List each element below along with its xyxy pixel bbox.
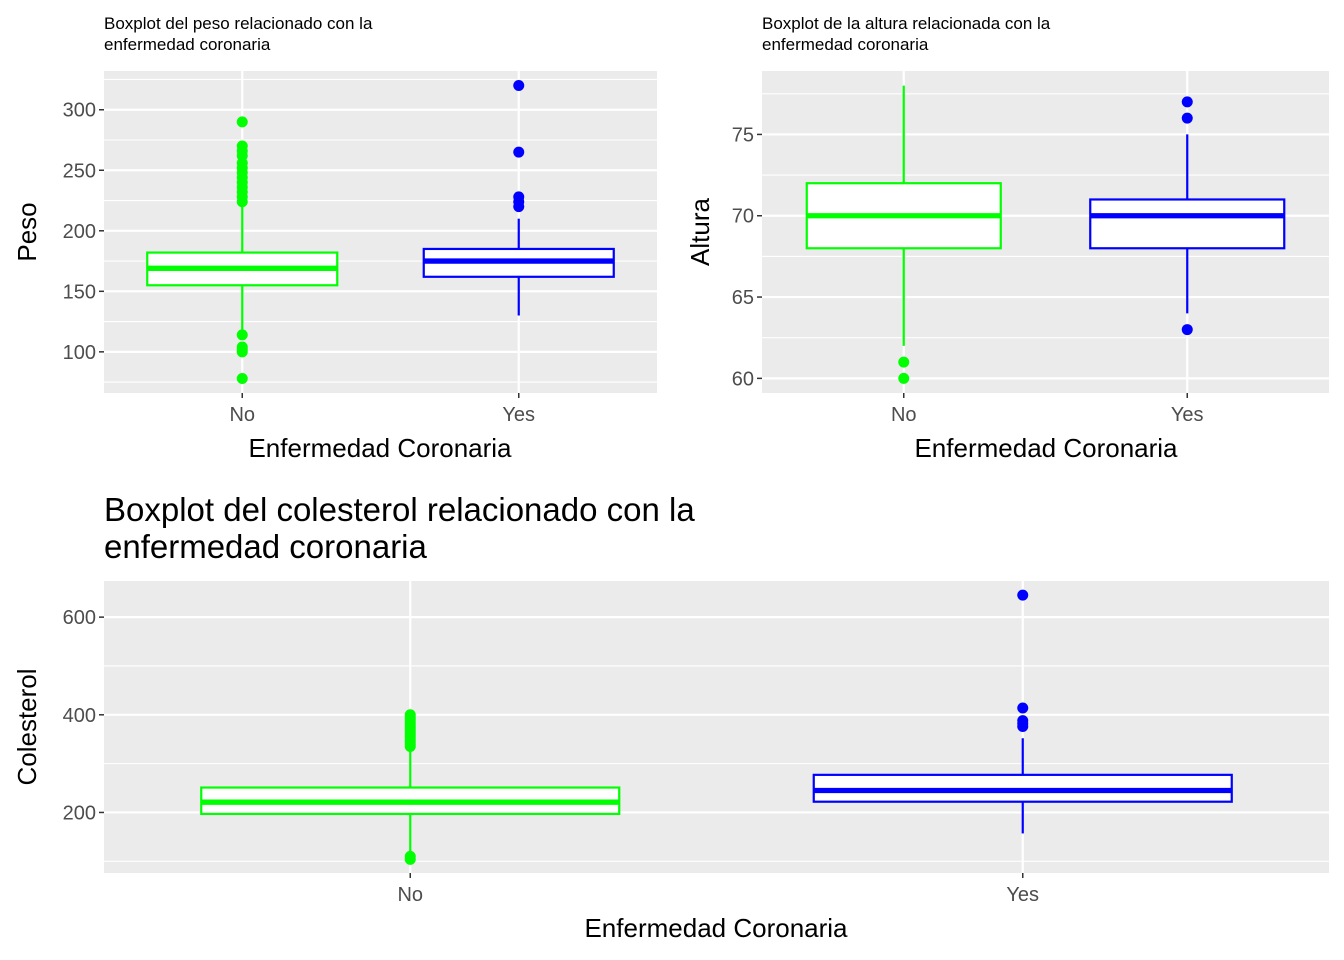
y-tick-label: 200: [63, 802, 96, 824]
y-tick-label: 200: [63, 221, 96, 243]
panel-altura-title-line-1: Boxplot de la altura relacionada con la: [762, 14, 1051, 33]
outlier-point: [236, 372, 248, 384]
panel-background: [104, 71, 657, 393]
x-tick-label: Yes: [1171, 404, 1204, 426]
panel-peso-plot: 100 150 200 250 300 No Yes: [63, 71, 657, 426]
panel-altura-x-axis-title: Enfermedad Coronaria: [914, 433, 1178, 463]
outlier-point: [236, 341, 248, 353]
outlier-point: [898, 372, 910, 384]
outlier-point: [404, 709, 416, 721]
panel-peso: Boxplot del peso relacionado con la enfe…: [12, 14, 657, 463]
outlier-point: [513, 191, 525, 203]
panel-peso-y-axis-title: Peso: [12, 202, 42, 261]
panel-altura: Boxplot de la altura relacionada con la …: [685, 14, 1329, 463]
x-tick-label: No: [397, 884, 423, 906]
box-iqr: [1089, 198, 1286, 250]
y-tick-label: 400: [63, 705, 96, 727]
outlier-point: [1017, 589, 1029, 601]
y-tick-label: 75: [732, 124, 754, 146]
outlier-point: [1181, 112, 1193, 124]
panel-colesterol: Boxplot del colesterol relacionado con l…: [12, 491, 1329, 943]
boxplot-yes: [422, 80, 615, 316]
panel-peso-title-line-1: Boxplot del peso relacionado con la: [104, 14, 373, 33]
y-tick-label: 65: [732, 287, 754, 309]
panel-colesterol-y-axis-title: Colesterol: [12, 668, 42, 785]
boxplot-yes: [812, 589, 1233, 834]
outlier-point: [236, 116, 248, 128]
panel-peso-title-line-2: enfermedad coronaria: [104, 35, 271, 54]
panel-colesterol-title-line-1: Boxplot del colesterol relacionado con l…: [104, 491, 695, 528]
panel-colesterol-x-axis-title: Enfermedad Coronaria: [584, 913, 848, 943]
panel-altura-y-axis-title: Altura: [685, 198, 715, 266]
outlier-point: [236, 329, 248, 341]
panel-altura-plot: 60 65 70 75 No Yes: [732, 71, 1329, 426]
outlier-point: [404, 850, 416, 862]
outlier-point: [1181, 96, 1193, 108]
outlier-point: [898, 356, 910, 368]
boxplot-yes: [1089, 96, 1286, 336]
y-tick-label: 150: [63, 281, 96, 303]
x-tick-label: Yes: [502, 404, 535, 426]
y-tick-label: 600: [63, 607, 96, 629]
outlier-point: [1181, 324, 1193, 336]
boxplot-no: [146, 116, 339, 384]
x-tick-label: No: [891, 404, 917, 426]
panel-background: [104, 581, 1329, 873]
x-tick-label: Yes: [1006, 884, 1039, 906]
y-tick-label: 100: [63, 342, 96, 364]
outlier-point: [236, 140, 248, 152]
panel-colesterol-plot: 200 400 600 No Yes: [63, 581, 1329, 906]
y-tick-label: 300: [63, 100, 96, 122]
boxplot-no: [805, 85, 1002, 384]
outlier-point: [1017, 715, 1029, 727]
y-tick-label: 60: [732, 368, 754, 390]
y-tick-label: 70: [732, 206, 754, 228]
panel-peso-x-axis-title: Enfermedad Coronaria: [248, 433, 512, 463]
outlier-point: [513, 146, 525, 158]
y-tick-label: 250: [63, 160, 96, 182]
boxplot-no: [200, 709, 621, 865]
outlier-point: [513, 80, 525, 92]
panel-colesterol-title-line-2: enfermedad coronaria: [104, 528, 428, 565]
panel-altura-title-line-2: enfermedad coronaria: [762, 35, 929, 54]
outlier-point: [1017, 702, 1029, 714]
x-tick-label: No: [229, 404, 255, 426]
